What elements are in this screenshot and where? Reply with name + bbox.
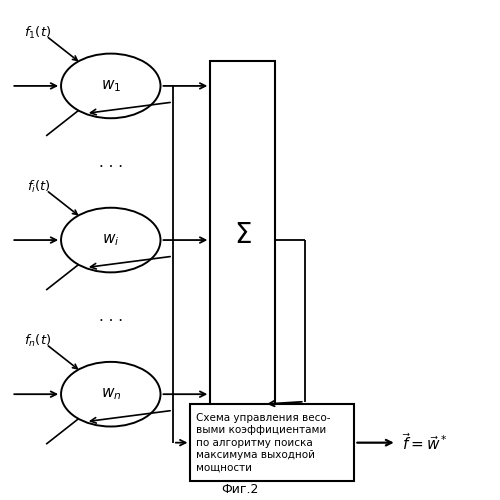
Ellipse shape <box>61 54 160 118</box>
Text: $f_i(t)$: $f_i(t)$ <box>27 179 51 196</box>
Bar <box>190 404 354 481</box>
Text: . . .: . . . <box>99 310 123 324</box>
Text: $\vec{f} = \vec{w}^*$: $\vec{f} = \vec{w}^*$ <box>402 432 448 453</box>
Bar <box>210 61 275 409</box>
Text: Схема управления весо-
выми коэффициентами
по алгоритму поиска
максимума выходно: Схема управления весо- выми коэффициента… <box>196 413 331 472</box>
Text: . . .: . . . <box>99 156 123 170</box>
Text: $f_n(t)$: $f_n(t)$ <box>24 334 51 349</box>
Text: $w_n$: $w_n$ <box>100 386 121 402</box>
Text: $w_i$: $w_i$ <box>102 232 120 248</box>
Text: Фиг.2: Фиг.2 <box>222 483 258 496</box>
Text: $f_1(t)$: $f_1(t)$ <box>24 25 51 41</box>
Text: $w_1$: $w_1$ <box>100 78 121 94</box>
Ellipse shape <box>61 208 160 272</box>
Ellipse shape <box>61 362 160 426</box>
Text: Σ: Σ <box>234 221 252 249</box>
